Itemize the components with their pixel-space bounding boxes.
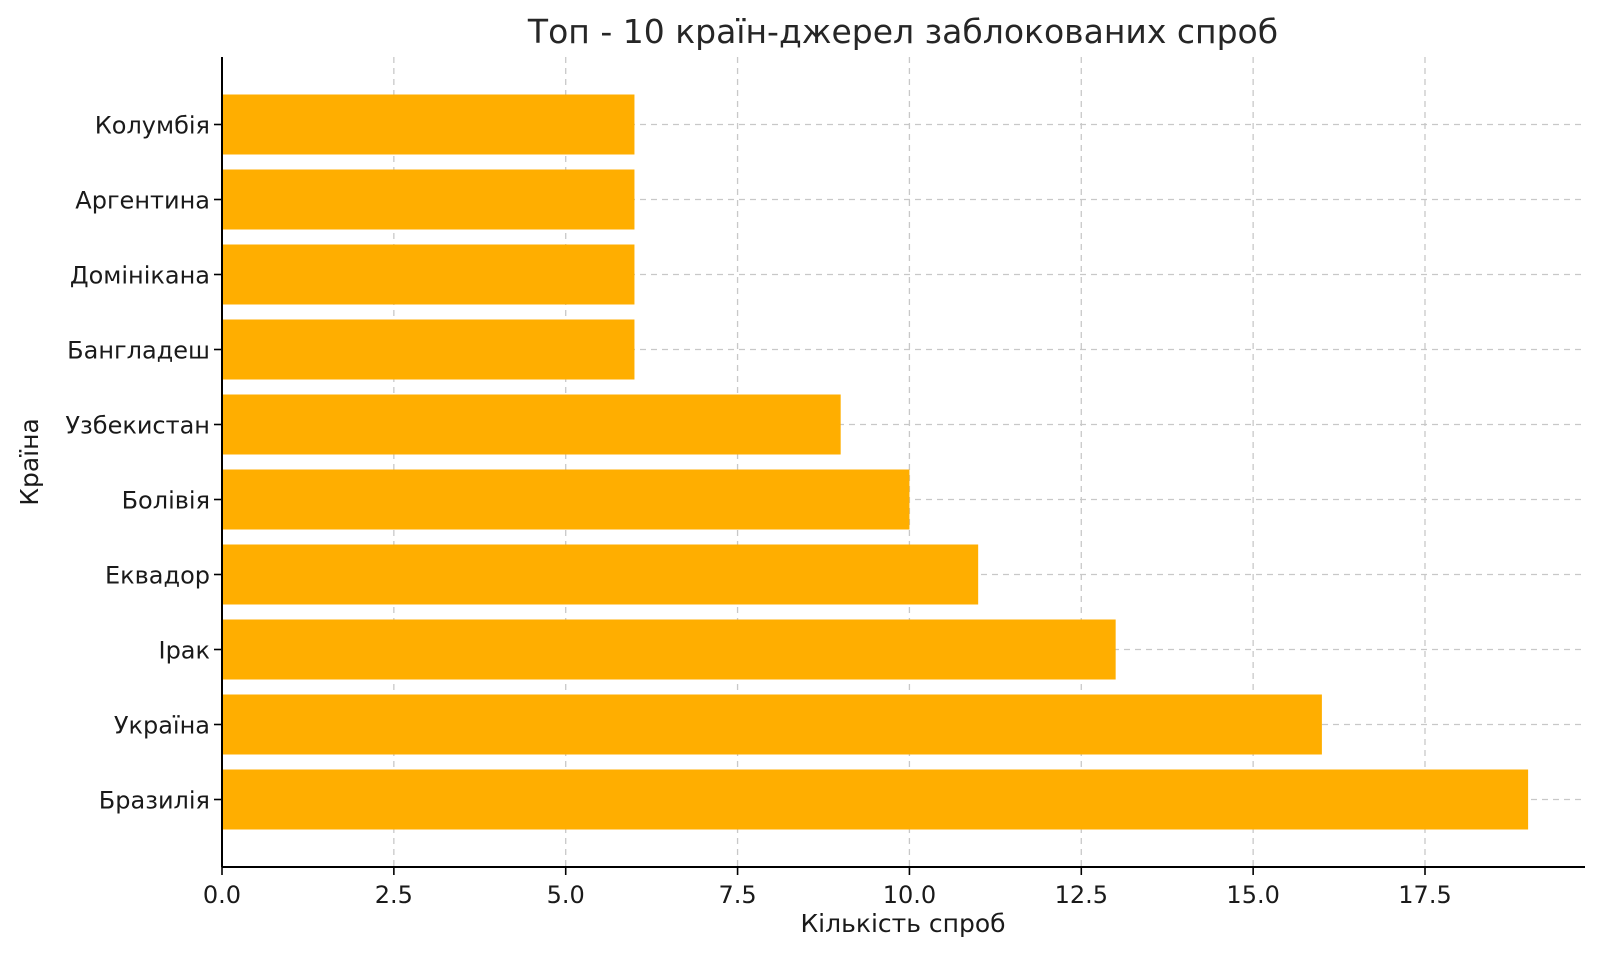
y-axis-ticks: Бразилія Україна Ірак Еквадор Болівія Узбекис… [65, 112, 222, 815]
bar-10 [222, 94, 635, 155]
y-tick-label: Україна [114, 712, 210, 740]
bar-8 [222, 244, 635, 305]
chart-title: Топ - 10 країн-джерел заблокованих спроб [527, 12, 1278, 51]
y-tick-label: Бангладеш [67, 337, 210, 365]
bar-2 [222, 694, 1322, 755]
y-tick-label: Бразилія [99, 787, 210, 815]
bar-6 [222, 394, 841, 455]
x-tick-label: 2.5 [375, 881, 413, 909]
y-tick-label: Болівія [122, 487, 210, 515]
y-tick-label: Еквадор [105, 562, 210, 590]
bar-1 [222, 769, 1529, 830]
y-tick-label: Аргентина [75, 187, 210, 215]
x-tick-label: 0.0 [203, 881, 241, 909]
x-tick-label: 10.0 [883, 881, 936, 909]
bar-7 [222, 319, 635, 380]
y-tick-label: Узбекистан [65, 412, 210, 440]
x-tick-label: 7.5 [718, 881, 756, 909]
bar-5 [222, 469, 910, 530]
bar-9 [222, 169, 635, 230]
bar-4 [222, 544, 979, 605]
y-tick-label: Домінікана [70, 262, 210, 290]
y-tick-label: Колумбія [95, 112, 210, 140]
x-axis-title: Кількість спроб [800, 909, 1005, 938]
y-tick-label: Ірак [158, 637, 210, 665]
x-tick-label: 5.0 [547, 881, 585, 909]
x-tick-label: 12.5 [1055, 881, 1108, 909]
bars [222, 94, 1529, 830]
x-axis-ticks: 0.0 2.5 5.0 7.5 10.0 12.5 15.0 17.5 [203, 867, 1452, 909]
x-tick-label: 15.0 [1226, 881, 1279, 909]
bar-3 [222, 619, 1116, 680]
x-tick-label: 17.5 [1398, 881, 1451, 909]
y-axis-title: Країна [15, 418, 44, 506]
axes [221, 57, 1585, 868]
